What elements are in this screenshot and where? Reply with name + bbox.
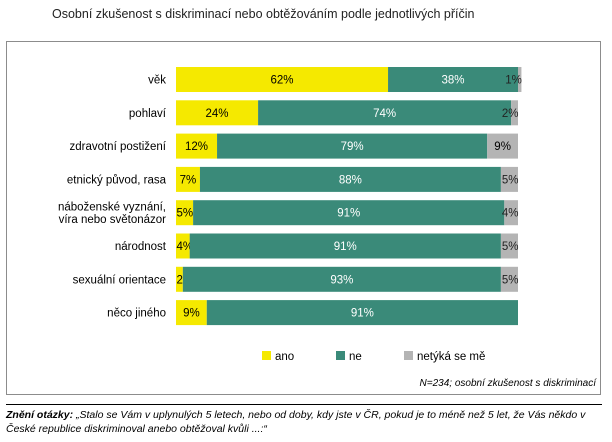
- bar-ano: [176, 266, 183, 292]
- bar-ne: [258, 100, 512, 126]
- bar-netýká-se-mě: [500, 266, 518, 292]
- bar-netýká-se-mě: [511, 100, 518, 126]
- category-label: zdravotní postižení: [69, 141, 166, 153]
- value-label: 38%: [442, 75, 465, 87]
- question-wording: Znění otázky: „Stalo se Vám v uplynulých…: [6, 408, 606, 436]
- value-label: 4%: [502, 208, 519, 220]
- bar-ano: [176, 166, 200, 192]
- bar-ne: [189, 233, 501, 259]
- question-wording-label: Znění otázky:: [6, 409, 74, 421]
- bar-ne: [206, 300, 518, 326]
- bar-netýká-se-mě: [500, 233, 518, 259]
- bar-ne: [182, 266, 501, 292]
- value-label: 4%: [177, 241, 194, 253]
- bar-netýká-se-mě: [518, 67, 522, 92]
- legend-label: ano: [275, 351, 294, 363]
- value-label: 9%: [494, 141, 511, 153]
- legend-swatch: [336, 351, 345, 360]
- footer-rule: [6, 404, 602, 405]
- legend-label: netýká se mě: [417, 351, 485, 363]
- value-label: 2%: [502, 108, 519, 120]
- value-label: 24%: [206, 108, 229, 120]
- value-label: 9%: [183, 308, 200, 320]
- bar-ano: [176, 200, 194, 226]
- bar-ano: [176, 133, 218, 159]
- bar-ne: [193, 200, 505, 226]
- value-label: 5%: [502, 274, 519, 286]
- bar-ano: [176, 300, 207, 326]
- bar-netýká-se-mě: [500, 166, 518, 192]
- value-label: 93%: [330, 274, 353, 286]
- legend-swatch: [262, 351, 271, 360]
- category-label: etnický původ, rasa: [67, 174, 167, 186]
- value-label: 7%: [180, 174, 197, 186]
- value-label: 5%: [502, 241, 519, 253]
- bar-ano: [176, 67, 389, 92]
- question-wording-text: „Stalo se Vám v uplynulých 5 letech, neb…: [6, 409, 586, 435]
- value-label: 1%: [505, 75, 522, 87]
- bar-netýká-se-mě: [487, 133, 518, 159]
- value-label: 12%: [185, 141, 208, 153]
- value-label: 79%: [341, 141, 364, 153]
- category-label: pohlaví: [129, 108, 167, 120]
- bar-ne: [388, 67, 518, 92]
- chart-title: Osobní zkušenost s diskriminací nebo obt…: [52, 7, 475, 21]
- bar-ne: [199, 166, 501, 192]
- bar-ano: [176, 100, 259, 126]
- category-label: věk: [148, 75, 166, 87]
- value-label: 91%: [351, 308, 374, 320]
- value-label: 5%: [177, 208, 194, 220]
- sample-note: N=234; osobní zkušenost s diskriminací: [420, 378, 598, 389]
- value-label: 91%: [334, 241, 357, 253]
- category-label: sexuální orientace: [73, 274, 166, 286]
- value-label: 91%: [337, 208, 360, 220]
- category-label: něco jiného: [107, 308, 166, 320]
- bar-netýká-se-mě: [504, 200, 518, 226]
- category-label: náboženské vyznání, víra nebo světonázor: [58, 201, 166, 226]
- bar-ne: [217, 133, 488, 159]
- legend-swatch: [404, 351, 413, 360]
- value-label: 88%: [339, 174, 362, 186]
- legend-label: ne: [349, 351, 362, 363]
- value-label: 74%: [373, 108, 396, 120]
- value-label: 5%: [502, 174, 519, 186]
- value-label: 62%: [271, 75, 294, 87]
- category-label: národnost: [115, 241, 167, 253]
- bar-ano: [176, 233, 190, 259]
